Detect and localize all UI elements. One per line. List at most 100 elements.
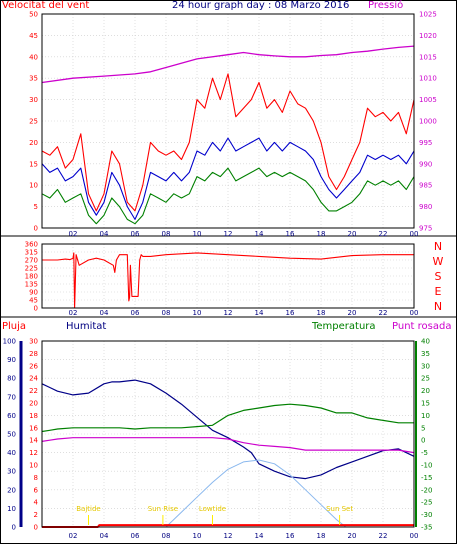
y-tick-label-direction: 360 <box>25 241 38 249</box>
y-tick-label-direction: 180 <box>25 273 38 281</box>
rain-label: Pluja <box>2 321 27 332</box>
y-tick-label-wind-speed: 5 <box>34 203 38 211</box>
x-tick-label: 18 <box>317 309 326 317</box>
y-tick-label-rain: 28 <box>29 350 38 358</box>
x-tick-label: 22 <box>379 230 388 238</box>
y-tick-label-rain: 8 <box>34 474 38 482</box>
y-tick-label-rain: 26 <box>29 362 38 370</box>
y-tick-label-temperature: 25 <box>421 375 430 383</box>
y-tick-label-humidity: 100 <box>3 338 16 346</box>
x-tick-label: 02 <box>69 532 78 540</box>
x-tick-label: 22 <box>379 532 388 540</box>
y-tick-label-humidity: 40 <box>7 449 16 457</box>
y-tick-label-rain: 20 <box>29 400 38 408</box>
y-tick-label-humidity: 20 <box>7 486 16 494</box>
humidity-temperature-plot-area <box>41 340 415 528</box>
wind-speed-label: Velocitat del vent <box>2 0 90 11</box>
series-mean <box>41 137 415 220</box>
series-temperature <box>41 403 414 433</box>
annotation-label: Lowtide <box>199 505 226 513</box>
x-tick-label: 16 <box>286 532 295 540</box>
wind-speed-plot-area <box>41 13 415 229</box>
y-tick-label-wind-speed: 30 <box>29 96 38 104</box>
x-tick-label: 04 <box>100 230 109 238</box>
y-tick-label-humidity: 90 <box>7 356 16 364</box>
y-tick-label-temperature: 10 <box>421 412 430 420</box>
x-tick-label: 04 <box>100 532 109 540</box>
y-tick-label-wind-speed: 40 <box>29 53 38 61</box>
annotation-label: Bajtide <box>76 505 100 513</box>
y-tick-label-pressure: 980 <box>419 203 432 211</box>
x-tick-label: 02 <box>69 230 78 238</box>
x-tick-label: 20 <box>348 230 357 238</box>
series-low <box>41 167 415 225</box>
series-pressure <box>41 45 415 84</box>
x-tick-label: 12 <box>224 230 233 238</box>
y-tick-label-pressure: 1015 <box>419 53 437 61</box>
x-tick-label: 08 <box>162 532 171 540</box>
y-tick-label-pressure: 975 <box>419 225 432 233</box>
y-tick-label-wind-speed: 0 <box>34 225 38 233</box>
x-tick-label: 20 <box>348 532 357 540</box>
y-tick-label-direction: 0 <box>34 305 38 313</box>
x-tick-label: 08 <box>162 230 171 238</box>
y-tick-label-temperature: -15 <box>421 474 432 482</box>
x-tick-label: 06 <box>131 309 140 317</box>
y-tick-label-rain: 14 <box>29 437 38 445</box>
y-tick-label-rain: 10 <box>29 462 38 470</box>
y-tick-label-pressure: 1020 <box>419 32 437 40</box>
y-tick-label-temperature: 0 <box>421 437 425 445</box>
y-tick-label-humidity: 60 <box>7 412 16 420</box>
y-tick-label-humidity: 50 <box>7 431 16 439</box>
x-tick-label: 10 <box>193 230 202 238</box>
x-tick-label: 00 <box>410 532 419 540</box>
y-tick-label-temperature: -5 <box>421 449 428 457</box>
y-tick-label-temperature: 30 <box>421 362 430 370</box>
y-tick-label-humidity: 0 <box>12 524 16 532</box>
x-tick-label: 08 <box>162 309 171 317</box>
y-tick-label-pressure: 995 <box>419 139 432 147</box>
annotation-label: Sun Rise <box>148 505 178 513</box>
y-tick-label-temperature: 35 <box>421 350 430 358</box>
compass-label: S <box>435 270 442 283</box>
y-tick-label-pressure: 990 <box>419 160 432 168</box>
x-tick-label: 00 <box>410 230 419 238</box>
y-tick-label-pressure: 1010 <box>419 75 437 83</box>
y-tick-label-wind-speed: 15 <box>29 160 38 168</box>
y-tick-label-direction: 135 <box>25 281 38 289</box>
y-tick-label-temperature: -35 <box>421 524 432 532</box>
y-tick-label-rain: 2 <box>34 511 38 519</box>
temperature-label: Temperatura <box>312 321 376 332</box>
x-tick-label: 16 <box>286 230 295 238</box>
y-tick-label-pressure: 1005 <box>419 96 437 104</box>
x-tick-label: 00 <box>410 309 419 317</box>
y-tick-label-humidity: 80 <box>7 375 16 383</box>
x-tick-label: 20 <box>348 309 357 317</box>
compass-label: N <box>434 300 442 313</box>
y-tick-label-direction: 225 <box>25 265 38 273</box>
x-tick-label: 10 <box>193 532 202 540</box>
x-tick-label: 06 <box>131 532 140 540</box>
y-tick-label-wind-speed: 45 <box>29 32 38 40</box>
y-tick-label-temperature: 20 <box>421 387 430 395</box>
x-tick-label: 18 <box>317 532 326 540</box>
series-humidity <box>41 379 415 480</box>
y-tick-label-humidity: 10 <box>7 505 16 513</box>
y-tick-label-wind-speed: 50 <box>29 11 38 19</box>
y-tick-label-rain: 4 <box>34 499 39 507</box>
y-tick-label-temperature: 40 <box>421 338 430 346</box>
x-tick-label: 10 <box>193 309 202 317</box>
x-tick-label: 14 <box>255 309 264 317</box>
x-tick-label: 06 <box>131 230 140 238</box>
humidity-label: Humitat <box>66 321 107 332</box>
x-tick-label: 02 <box>69 309 78 317</box>
y-tick-label-temperature: -20 <box>421 486 432 494</box>
y-tick-label-direction: 315 <box>25 249 38 257</box>
y-tick-label-pressure: 985 <box>419 182 432 190</box>
y-tick-label-rain: 6 <box>34 486 39 494</box>
y-tick-label-rain: 16 <box>29 424 38 432</box>
x-tick-label: 22 <box>379 309 388 317</box>
